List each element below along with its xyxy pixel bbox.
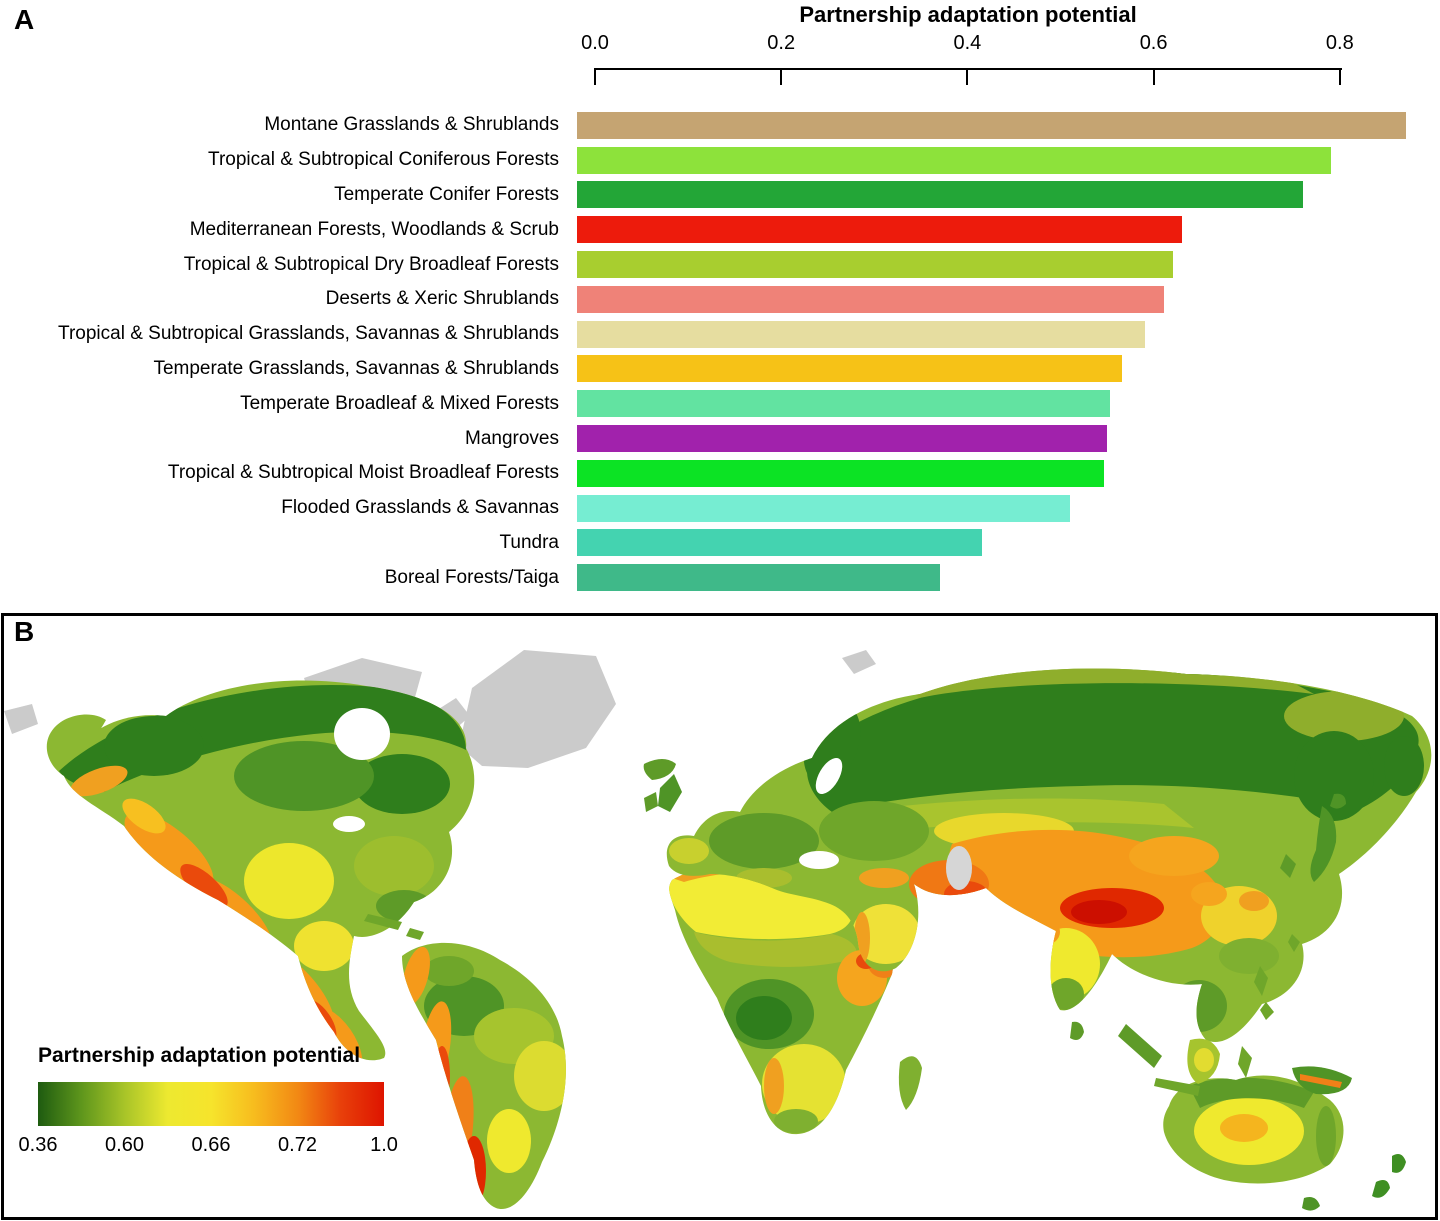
x-tick (1338, 68, 1341, 85)
x-axis-title: Partnership adaptation potential (799, 2, 1137, 27)
bar-rows: Montane Grasslands & Shrublands Tropical … (0, 108, 1440, 595)
legend-tick-label: 0.60 (105, 1134, 144, 1156)
legend-tick-label: 0.72 (278, 1134, 317, 1156)
bar (577, 251, 1173, 279)
north-america (46, 680, 475, 1061)
bar-row: Tropical & Subtropical Dry Broadleaf For… (0, 247, 1440, 282)
category-label: Montane Grasslands & Shrublands (264, 114, 559, 136)
x-tick-label: 0.8 (1325, 32, 1354, 54)
category-label: Boreal Forests/Taiga (384, 566, 559, 588)
bar (577, 459, 1104, 487)
category-label: Deserts & Xeric Shrublands (325, 288, 559, 310)
bar (577, 529, 982, 557)
category-label: Tropical & Subtropical Grasslands, Savan… (58, 323, 559, 345)
category-label: Temperate Grasslands, Savannas & Shrubla… (153, 357, 559, 379)
bar (577, 390, 1110, 418)
category-label: Mangroves (465, 427, 559, 449)
category-label: Flooded Grasslands & Savannas (281, 497, 559, 519)
legend-tick-label: 0.36 (18, 1134, 58, 1156)
bar (577, 320, 1145, 348)
bar-row: Tundra (0, 526, 1440, 561)
bar (577, 181, 1303, 209)
bar (577, 355, 1122, 383)
category-label: Tundra (499, 531, 560, 553)
category-label: Temperate Conifer Forests (334, 183, 559, 205)
x-tick-label: 0.0 (581, 32, 609, 54)
category-label: Tropical & Subtropical Coniferous Forest… (208, 149, 559, 171)
bar-row: Tropical & Subtropical Moist Broadleaf F… (0, 456, 1440, 491)
bar-row: Montane Grasslands & Shrublands (0, 108, 1440, 143)
world-map (4, 650, 1432, 1211)
south-america (402, 942, 566, 1210)
bar (577, 564, 940, 592)
bar-row: Boreal Forests/Taiga (0, 560, 1440, 595)
legend-gradient-bar (38, 1082, 384, 1126)
bar-row: Mangroves (0, 421, 1440, 456)
islands (364, 759, 1406, 1211)
category-label: Mediterranean Forests, Woodlands & Scrub (189, 218, 559, 240)
bar (577, 216, 1182, 244)
map-legend: Partnership adaptation potential 0.36 0.6… (19, 1044, 418, 1162)
panel-b: B Partnership adaptation potential 0.36 0… (1, 613, 1438, 1220)
x-tick (780, 68, 783, 85)
bar (577, 111, 1406, 139)
bar-row: Tropical & Subtropical Coniferous Forest… (0, 143, 1440, 178)
bar-row: Temperate Broadleaf & Mixed Forests (0, 386, 1440, 421)
bar (577, 285, 1164, 313)
legend-tick-label: 1.0 (370, 1134, 398, 1156)
panel-a: A Partnership adaptation potential 0.0 0.… (0, 0, 1440, 595)
no-data-landmass (4, 650, 876, 768)
bar-row: Temperate Conifer Forests (0, 178, 1440, 213)
x-axis: 0.0 0.2 0.4 0.6 0.8 (0, 0, 1440, 95)
bar-row: Tropical & Subtropical Grasslands, Savan… (0, 317, 1440, 352)
x-tick (1152, 68, 1155, 85)
x-tick-label: 0.2 (767, 32, 796, 54)
x-tick (966, 68, 969, 85)
bar-row: Flooded Grasslands & Savannas (0, 491, 1440, 526)
x-tick-label: 0.4 (953, 32, 982, 54)
legend-ticks: 0.36 0.60 0.66 0.72 1.0 (19, 1132, 398, 1162)
x-tick (594, 68, 596, 85)
legend-title: Partnership adaptation potential (38, 1044, 361, 1067)
bar-row: Temperate Grasslands, Savannas & Shrubla… (0, 352, 1440, 387)
category-label: Temperate Broadleaf & Mixed Forests (240, 392, 559, 414)
australia (1163, 1075, 1344, 1184)
panel-b-label: B (14, 616, 35, 647)
bar (577, 494, 1070, 522)
panel-a-label: A (14, 4, 35, 35)
category-label: Tropical & Subtropical Moist Broadleaf F… (167, 462, 559, 484)
bar-row: Mediterranean Forests, Woodlands & Scrub (0, 212, 1440, 247)
bar (577, 146, 1331, 174)
x-axis-line (595, 68, 1342, 70)
category-label: Tropical & Subtropical Dry Broadleaf For… (183, 253, 559, 275)
legend-tick-label: 0.66 (191, 1134, 231, 1156)
bar-row: Deserts & Xeric Shrublands (0, 282, 1440, 317)
x-tick-label: 0.6 (1139, 32, 1168, 54)
bar (577, 425, 1107, 453)
